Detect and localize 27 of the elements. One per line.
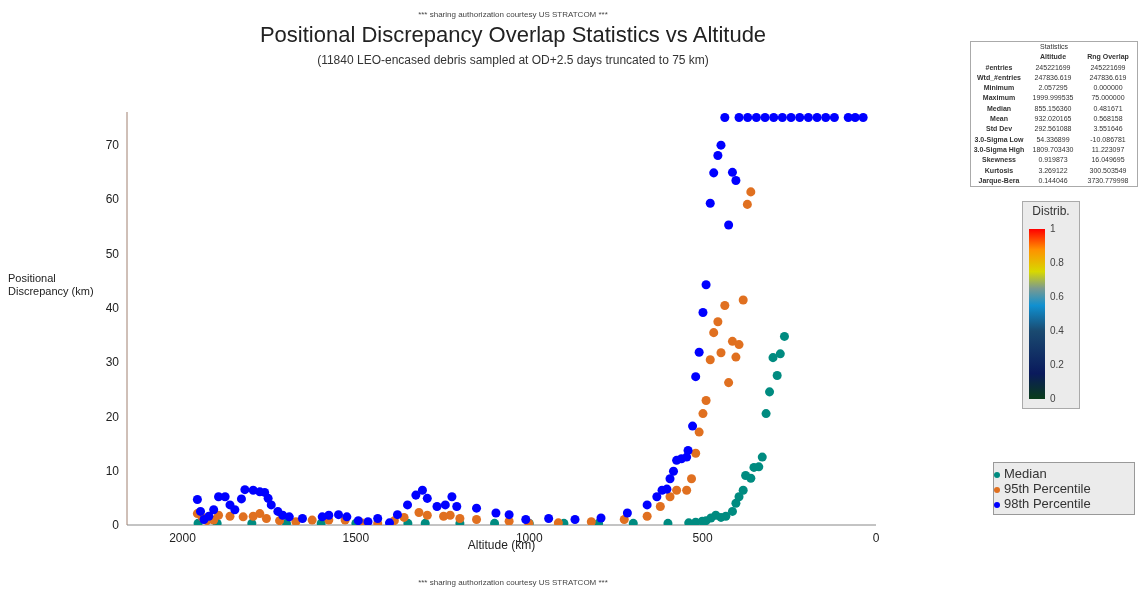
- legend-label: Median: [1004, 466, 1047, 481]
- x-tick-label: 1500: [342, 530, 370, 545]
- x-tick-label: 500: [692, 530, 713, 545]
- y-axis-title: Positional Discrepancy (km): [8, 272, 95, 298]
- y-tick-label: 20: [105, 409, 120, 424]
- y-tick-label: 60: [105, 192, 120, 207]
- color-bar-label: 1: [1050, 223, 1056, 235]
- y-tick-label: 50: [105, 246, 120, 261]
- y-tick-label: 30: [105, 355, 120, 370]
- color-bar-label: 0: [1050, 393, 1056, 405]
- color-bar-label: 0.2: [1050, 359, 1064, 371]
- y-tick-label: 0: [112, 518, 120, 533]
- chart-title: Positional Discrepancy Overlap Statistics vs Altitude: [258, 22, 768, 48]
- color-bar-label: 0.6: [1050, 291, 1064, 303]
- color-bar-label: 0.8: [1050, 257, 1064, 269]
- x-tick-label: 2000: [169, 530, 197, 545]
- text: *** sharing authorization courtesy US STRATCOM ***: [417, 10, 609, 19]
- y-tick-label: 10: [105, 463, 120, 478]
- legend-label: 98th Percentile: [1004, 496, 1091, 511]
- y-tick-label: 70: [105, 137, 120, 152]
- x-tick-label: 0: [872, 530, 880, 545]
- y-tick-label: 40: [105, 300, 120, 315]
- chart-subtitle: (11840 LEO-encased debris sampled at OD+2.5 days truncated to 75 km): [317, 53, 709, 67]
- color-bar-label: 0.4: [1050, 325, 1064, 337]
- legend-label: 95th Percentile: [1004, 481, 1091, 496]
- text: *** sharing authorization courtesy US STRATCOM ***: [417, 578, 609, 587]
- color-bar-title: Distrib.: [1031, 204, 1071, 218]
